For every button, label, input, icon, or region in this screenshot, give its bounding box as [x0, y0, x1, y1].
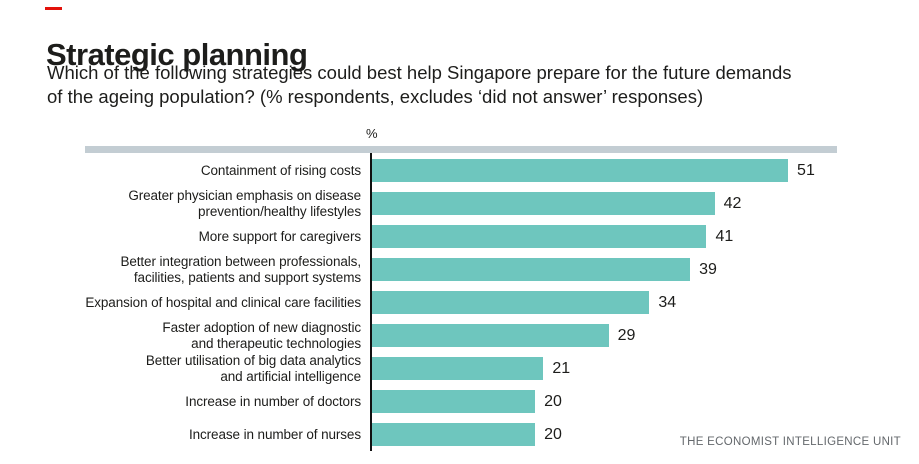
chart-row: Containment of rising costs 51 — [60, 154, 837, 187]
page-title: Strategic planning — [46, 36, 308, 72]
subtitle-line-2: of the ageing population? (% respondents… — [47, 86, 704, 107]
chart-row: Greater physician emphasis on disease pr… — [60, 187, 837, 220]
bar-area: 20 — [370, 385, 837, 418]
bar-label: Greater physician emphasis on disease pr… — [128, 188, 361, 219]
bar — [372, 423, 536, 446]
bar — [372, 324, 609, 347]
bar-label: Increase in number of doctors — [185, 393, 361, 409]
bar-value: 39 — [699, 260, 717, 278]
bar-label: Better integration between professionals… — [120, 254, 361, 285]
top-rule — [85, 146, 837, 153]
bar-value: 42 — [723, 194, 742, 212]
chart-rows: Containment of rising costs 51 Greater p… — [60, 154, 837, 451]
chart-row: Increase in number of nurses 20 — [60, 418, 837, 451]
chart-row: Better integration between professionals… — [60, 253, 837, 286]
bar-area: 42 — [370, 187, 837, 220]
subtitle-line-1: Which of the following strategies could … — [47, 62, 792, 83]
bar — [372, 258, 691, 281]
bar-label: Expansion of hospital and clinical care … — [85, 294, 361, 310]
chart-row: Better utilisation of big data analytics… — [60, 352, 837, 385]
bar-area: 29 — [370, 319, 837, 352]
chart-subtitle: Which of the following strategies could … — [47, 61, 792, 109]
bar-label: Faster adoption of new diagnostic and th… — [162, 320, 361, 351]
bar-value: 41 — [715, 227, 734, 245]
bar-value: 51 — [797, 161, 815, 179]
unit-label: % — [366, 126, 378, 141]
bar-area: 20 — [370, 418, 837, 451]
bar-area: 21 — [370, 352, 837, 385]
chart-row: Faster adoption of new diagnostic and th… — [60, 319, 837, 352]
bar — [372, 159, 789, 182]
bar-area: 39 — [370, 253, 837, 286]
accent-red-dash — [45, 7, 62, 10]
bar — [372, 390, 536, 413]
bar-value: 34 — [658, 293, 677, 311]
bar — [372, 192, 715, 215]
bar — [372, 225, 707, 248]
chart-row: Increase in number of doctors 20 — [60, 385, 837, 418]
bar-area: 34 — [370, 286, 837, 319]
y-axis-line — [370, 153, 372, 451]
bar-label: More support for caregivers — [198, 228, 361, 244]
bar-value: 21 — [552, 359, 571, 377]
bar-label: Increase in number of nurses — [188, 426, 361, 442]
chart-row: Expansion of hospital and clinical care … — [60, 286, 837, 319]
bar-label: Containment of rising costs — [200, 162, 361, 178]
bar-area: 41 — [370, 220, 837, 253]
chart-row: More support for caregivers 41 — [60, 220, 837, 253]
bar-value: 20 — [544, 425, 562, 443]
bar-label: Better utilisation of big data analytics… — [145, 353, 361, 384]
bar-value: 29 — [617, 326, 636, 344]
bar — [372, 357, 544, 380]
bar-value: 20 — [544, 392, 562, 410]
bar-area: 51 — [370, 154, 837, 187]
source-attribution: THE ECONOMIST INTELLIGENCE UNIT — [679, 436, 901, 448]
bar — [372, 291, 650, 314]
